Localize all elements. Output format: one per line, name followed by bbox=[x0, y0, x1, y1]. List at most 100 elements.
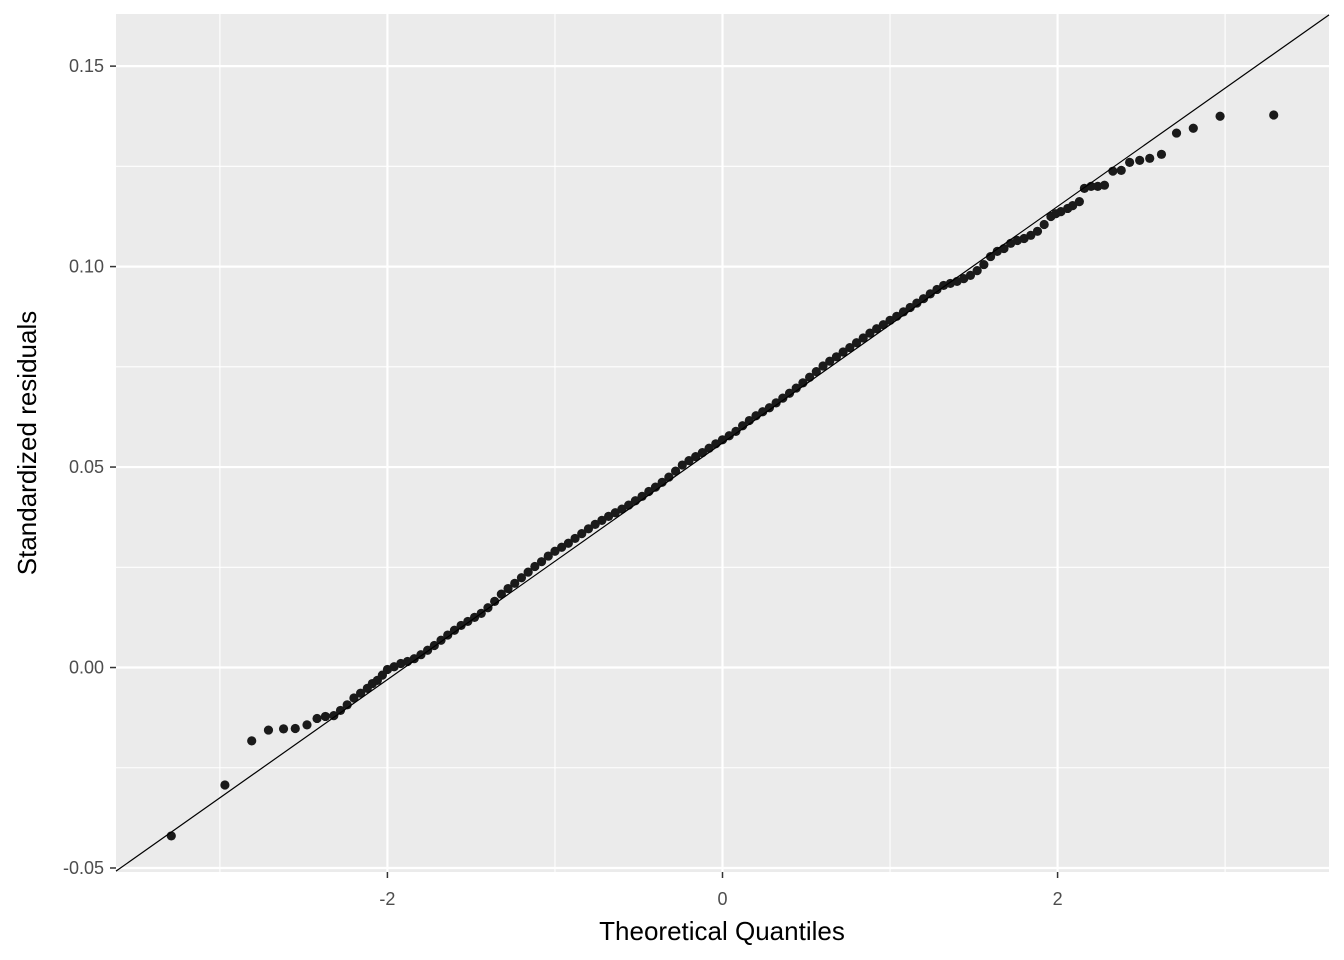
data-point bbox=[670, 466, 681, 476]
data-point bbox=[778, 393, 788, 403]
reference-line-group bbox=[115, 14, 1330, 872]
data-point bbox=[1026, 230, 1036, 240]
data-point bbox=[1125, 157, 1135, 167]
data-point bbox=[965, 270, 976, 281]
data-point bbox=[496, 589, 506, 599]
data-point bbox=[791, 383, 801, 393]
data-point bbox=[356, 688, 366, 698]
data-point bbox=[838, 347, 848, 357]
data-point bbox=[320, 711, 331, 722]
data-point bbox=[516, 573, 527, 583]
data-point bbox=[1188, 123, 1198, 133]
data-point bbox=[932, 284, 942, 295]
y-axis: -0.05 0.00 0.05 0.10 0.15 bbox=[63, 56, 116, 878]
data-point bbox=[918, 294, 929, 304]
data-point bbox=[1145, 153, 1155, 163]
data-point bbox=[724, 431, 734, 441]
data-point bbox=[845, 342, 855, 353]
data-point bbox=[557, 542, 567, 552]
data-point bbox=[247, 736, 257, 746]
y-tick-label: -0.05 bbox=[63, 858, 104, 878]
data-point bbox=[570, 533, 580, 544]
data-point bbox=[543, 551, 553, 561]
data-point bbox=[550, 546, 560, 556]
data-point bbox=[1215, 111, 1225, 121]
data-point bbox=[979, 259, 989, 270]
data-point bbox=[1074, 197, 1084, 207]
data-point bbox=[1039, 219, 1049, 230]
data-point bbox=[443, 630, 453, 640]
data-point bbox=[617, 504, 627, 514]
data-point bbox=[1032, 226, 1043, 236]
data-points bbox=[166, 110, 1279, 841]
data-point bbox=[409, 654, 419, 664]
data-point bbox=[335, 705, 346, 716]
data-point bbox=[825, 356, 835, 366]
data-point bbox=[312, 713, 322, 724]
data-point bbox=[1099, 180, 1110, 190]
data-point bbox=[536, 557, 547, 567]
x-axis: -2 0 2 bbox=[379, 872, 1063, 909]
y-tick-label: 0.00 bbox=[69, 658, 104, 678]
data-point bbox=[738, 421, 748, 431]
data-point bbox=[523, 567, 533, 577]
data-point bbox=[731, 426, 741, 436]
data-point bbox=[302, 720, 312, 730]
data-point bbox=[677, 460, 687, 470]
data-point bbox=[1135, 155, 1145, 165]
y-tick-label: 0.10 bbox=[69, 257, 104, 277]
y-tick-label: 0.05 bbox=[69, 457, 104, 477]
data-point bbox=[1156, 149, 1167, 159]
data-point bbox=[490, 596, 500, 606]
x-axis-title: Theoretical Quantiles bbox=[599, 916, 845, 946]
data-point bbox=[510, 578, 520, 588]
data-point bbox=[865, 328, 875, 338]
data-point bbox=[449, 625, 460, 635]
x-tick-label: 0 bbox=[717, 889, 727, 909]
data-point bbox=[583, 524, 594, 534]
data-point bbox=[758, 407, 768, 417]
data-point bbox=[349, 693, 359, 703]
data-point bbox=[912, 298, 922, 308]
data-point bbox=[878, 320, 888, 330]
data-point bbox=[691, 452, 701, 462]
data-point bbox=[329, 711, 339, 721]
data-point bbox=[905, 302, 915, 313]
data-point bbox=[278, 724, 289, 734]
data-point bbox=[872, 324, 882, 334]
data-point bbox=[1171, 128, 1182, 138]
data-point bbox=[1269, 110, 1279, 120]
data-point bbox=[851, 338, 862, 348]
data-point bbox=[563, 538, 573, 548]
data-point bbox=[764, 403, 775, 413]
data-point bbox=[577, 529, 587, 539]
data-point bbox=[290, 723, 300, 734]
data-point bbox=[811, 367, 821, 377]
data-point bbox=[771, 398, 781, 408]
data-point bbox=[684, 456, 694, 466]
data-point bbox=[858, 333, 868, 343]
data-point bbox=[985, 251, 996, 262]
y-axis-title: Standardized residuals bbox=[12, 311, 42, 576]
x-tick-label: -2 bbox=[379, 889, 395, 909]
data-point bbox=[831, 352, 842, 362]
reference-line bbox=[115, 14, 1330, 872]
x-tick-label: 2 bbox=[1053, 889, 1063, 909]
data-point bbox=[590, 519, 600, 529]
data-point bbox=[1068, 201, 1078, 211]
data-point bbox=[220, 780, 230, 790]
data-point bbox=[818, 361, 828, 371]
data-point bbox=[530, 561, 540, 572]
data-point bbox=[503, 583, 513, 594]
data-point bbox=[784, 388, 795, 398]
data-point bbox=[263, 725, 274, 735]
y-tick-label: 0.15 bbox=[69, 56, 104, 76]
data-point bbox=[925, 289, 935, 299]
data-point bbox=[342, 700, 352, 710]
data-point bbox=[436, 635, 446, 645]
data-point bbox=[1116, 165, 1126, 175]
data-point bbox=[972, 265, 982, 276]
data-point bbox=[597, 515, 607, 525]
data-point bbox=[456, 620, 466, 631]
